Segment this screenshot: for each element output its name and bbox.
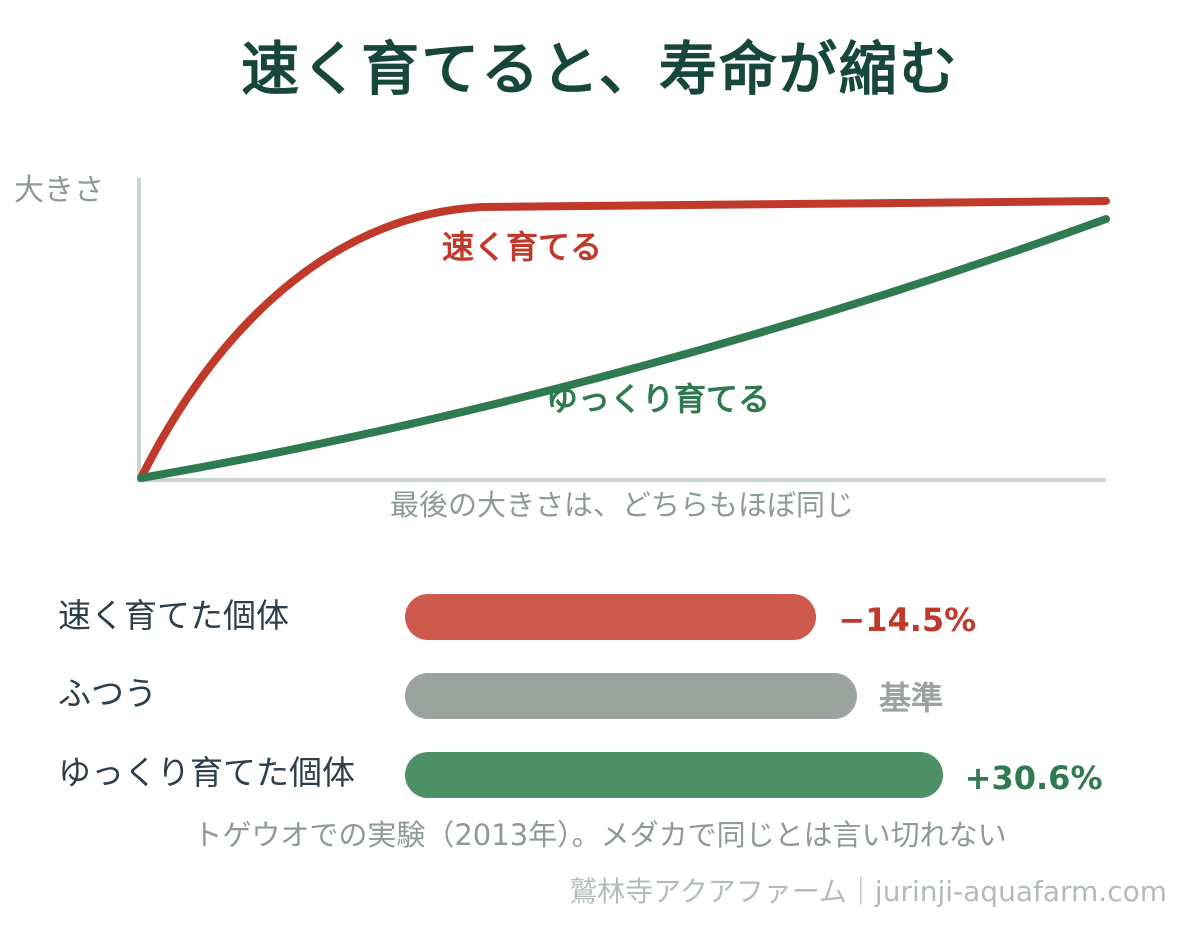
y-axis-label: 大きさ — [14, 173, 104, 208]
credit-link[interactable]: 鷲林寺アクアファーム｜jurinji-aquafarm.com — [569, 875, 1167, 908]
slow-series-label: ゆっくり育てる — [546, 380, 770, 418]
slow-growth-line — [137, 215, 1110, 482]
page-title: 速く育てると、寿命が縮む — [241, 35, 959, 103]
bar-label-fast: 速く育てた個体 — [58, 596, 289, 635]
bar-fast — [405, 594, 817, 640]
bar-label-slow: ゆっくり育てた個体 — [58, 753, 355, 792]
bar-slow — [405, 752, 943, 798]
bar-value-fast: −14.5% — [838, 601, 977, 639]
fast-series-label: 速く育てる — [442, 228, 602, 266]
bar-value-slow: +30.6% — [964, 759, 1103, 797]
bar-label-normal: ふつう — [58, 674, 157, 713]
x-axis-label: 最後の大きさは、どちらもほぼ同じ — [390, 488, 854, 522]
bar-normal — [405, 673, 857, 719]
bar-value-normal: 基準 — [879, 679, 944, 717]
fast-growth-line — [137, 197, 1110, 482]
growth-line-chart: 大きさ 最後の大きさは、どちらもほぼ同じ 速く育てる ゆっくり育てる — [14, 173, 1110, 522]
footnote: トゲウオでの実験（2013年）。メダカで同じとは言い切れない — [193, 818, 1007, 852]
